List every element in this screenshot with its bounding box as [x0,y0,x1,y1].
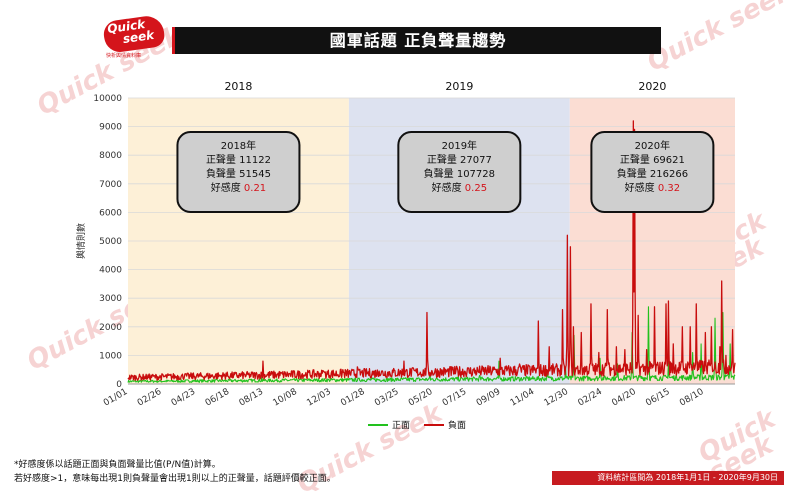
summary-year: 2020年 [635,139,670,152]
x-tick-label: 03/25 [373,387,400,409]
x-tick-label: 12/03 [305,387,332,409]
x-tick-label: 09/09 [475,387,503,409]
x-tick-label: 02/26 [136,387,164,409]
y-tick-label: 4000 [99,266,122,276]
y-tick-label: 9000 [99,123,122,133]
series-line-positive [127,306,736,383]
summary-positive: 正聲量 11122 [206,153,271,166]
summary-favor-value: 0.32 [658,183,680,194]
x-tick-label: 01/28 [339,387,367,409]
x-tick-label: 08/10 [678,387,706,409]
y-axis-label: 輿情則數 [75,223,87,259]
summary-box-frame [176,131,301,213]
x-tick-label: 07/15 [441,387,468,409]
x-tick-label: 06/15 [644,387,671,409]
series-line-negative [127,120,736,381]
y-tick-label: 7000 [99,180,122,190]
summary-favor: 好感度 0.32 [625,181,680,194]
x-tick-label: 05/20 [407,387,435,409]
summary-negative: 負聲量 51545 [206,167,271,180]
y-tick-label: 2000 [99,323,122,333]
y-tick-label: 0 [116,380,122,390]
summary-box-frame [590,131,715,213]
summary-favor-value: 0.25 [465,183,487,194]
x-tick-label: 11/04 [509,387,537,409]
x-tick-label: 01/01 [102,387,129,409]
summary-favor-value: 0.21 [244,183,266,194]
summary-favor-label: 好感度 [432,181,465,194]
summary-favor: 好感度 0.25 [432,181,487,194]
x-tick-label: 04/23 [170,387,197,409]
summary-positive: 正聲量 27077 [427,153,492,166]
year-label-2019: 2019 [445,80,473,93]
source-note: 資料統計區間為 2018年1月1日 - 2020年9月30日 [552,471,784,485]
summary-box-frame [397,131,522,213]
year-label-2018: 2018 [224,80,252,93]
x-tick-label: 02/24 [577,387,605,409]
y-tick-label: 10000 [93,94,122,104]
x-tick-label: 08/13 [238,387,265,409]
footnote-1: *好感度係以話題正面與負面聲量比值(P/N值)計算。 [14,460,221,470]
x-tick-label: 04/20 [610,387,638,409]
y-tick-label: 6000 [99,208,122,218]
logo-tagline: 快析輿情資料庫 [106,53,142,59]
y-tick-label: 5000 [99,237,122,247]
trend-chart: 0 1000 2000 3000 4000 5000 6000 7000 8000 9000 100… [75,80,736,431]
summary-negative: 負聲量 216266 [617,167,688,180]
footnote-2: 若好感度>1，意味每出現1則負聲量會出現1則以上的正聲量，話題評價較正面。 [14,474,336,484]
x-tick-label: 06/18 [204,387,232,409]
x-tick-label: 10/08 [271,387,299,409]
y-tick-label: 1000 [99,351,122,361]
y-tick-label: 3000 [99,294,122,304]
legend-label: 正面 [392,420,410,431]
summary-favor: 好感度 0.21 [211,181,266,194]
summary-year: 2018年 [221,139,256,152]
page-title: 國軍話題 正負聲量趨勢 [172,27,661,54]
summary-favor-label: 好感度 [625,181,658,194]
legend-label: 負面 [448,419,466,431]
summary-negative: 負聲量 107728 [424,167,495,180]
year-label-2020: 2020 [638,80,666,93]
summary-year: 2019年 [442,139,477,152]
brand-logo: Quick seek 快析輿情資料庫 [102,13,166,59]
summary-favor-label: 好感度 [211,181,244,194]
x-tick-label: 12/30 [543,387,571,409]
y-tick-label: 8000 [99,151,122,161]
summary-positive: 正聲量 69621 [620,153,685,166]
